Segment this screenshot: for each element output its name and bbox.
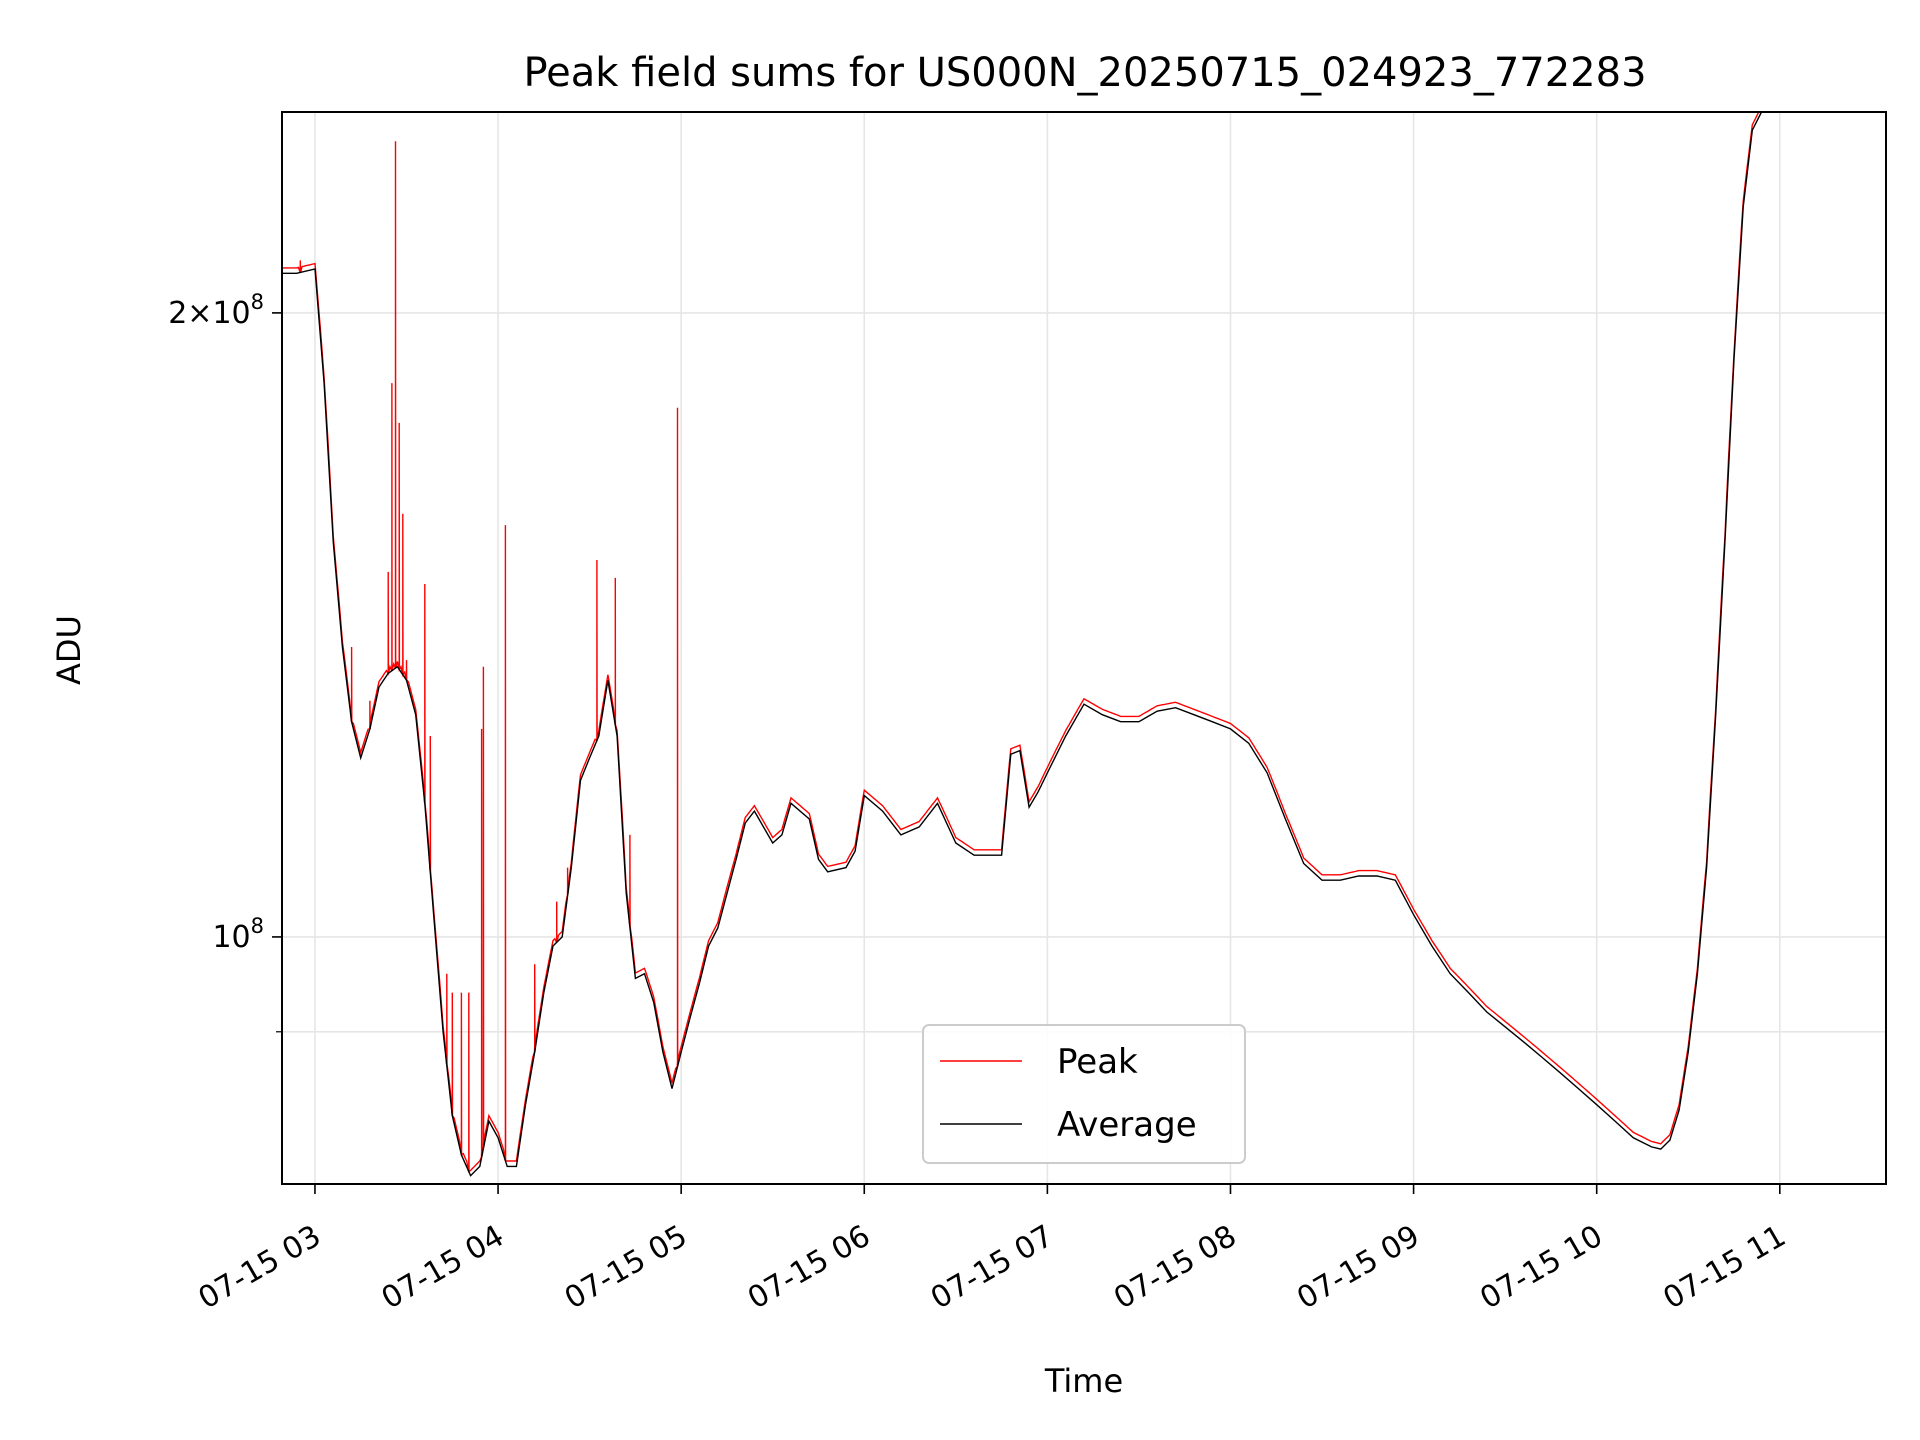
- x-tick-label: 07-15 07: [925, 1219, 1059, 1317]
- x-axis-label: Time: [1044, 1362, 1123, 1400]
- legend-box: [922, 1024, 1246, 1164]
- legend-peak-label: Peak: [1057, 1042, 1138, 1082]
- peak-series-line: [282, 112, 1760, 1173]
- x-tick-label: 07-15 03: [193, 1219, 327, 1317]
- x-tick-label: 07-15 05: [559, 1219, 693, 1317]
- y-axis-label: ADU: [50, 615, 88, 685]
- legend: Peak Average: [922, 1024, 1246, 1164]
- plot-area-frame: [281, 111, 1887, 1185]
- x-tick-label: 07-15 08: [1108, 1219, 1242, 1317]
- y-tick-label: 108: [212, 914, 264, 955]
- average-series-line: [282, 112, 1763, 1177]
- legend-average-label: Average: [1057, 1105, 1197, 1145]
- x-tick-label: 07-15 04: [376, 1219, 510, 1317]
- y-axis-ticks: 108 2×108: [168, 290, 282, 1033]
- x-tick-label: 07-15 11: [1657, 1219, 1791, 1317]
- series-layer: [282, 112, 1763, 1177]
- x-tick-label: 07-15 10: [1474, 1219, 1608, 1317]
- x-tick-label: 07-15 09: [1291, 1219, 1425, 1317]
- grid: [282, 112, 1886, 1184]
- x-axis-ticks: 07-15 03 07-15 04 07-15 05 07-15 06 07-15 07…: [193, 1184, 1792, 1316]
- chart-title: Peak field sums for US000N_20250715_0249…: [523, 50, 1646, 96]
- y-tick-label: 2×108: [168, 290, 264, 331]
- x-tick-label: 07-15 06: [742, 1219, 876, 1317]
